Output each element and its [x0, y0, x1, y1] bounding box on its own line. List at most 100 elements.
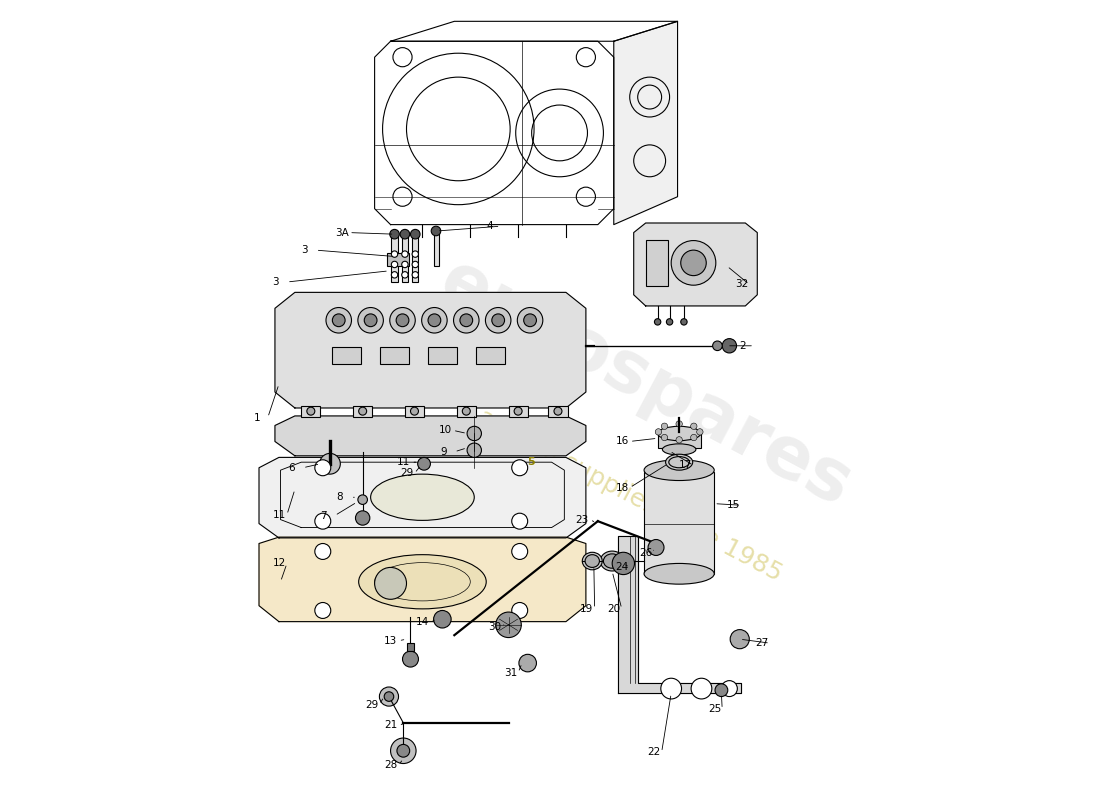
Circle shape [691, 434, 697, 441]
Circle shape [326, 307, 352, 333]
Text: 27: 27 [756, 638, 769, 648]
Circle shape [661, 678, 682, 699]
Circle shape [713, 341, 723, 350]
Polygon shape [634, 223, 757, 306]
Circle shape [358, 307, 384, 333]
Circle shape [390, 738, 416, 763]
Text: 7: 7 [320, 510, 327, 521]
Text: 3A: 3A [334, 227, 349, 238]
Circle shape [410, 230, 420, 239]
Circle shape [661, 423, 668, 430]
Circle shape [355, 511, 370, 525]
Text: 19: 19 [581, 604, 594, 614]
Bar [508, 406, 528, 417]
Bar [428, 346, 456, 364]
Text: 22: 22 [647, 747, 660, 758]
Text: 25: 25 [708, 704, 722, 714]
Bar [549, 406, 568, 417]
Text: 28: 28 [384, 760, 397, 770]
Ellipse shape [601, 551, 624, 571]
Text: 26: 26 [639, 548, 652, 558]
Circle shape [691, 423, 697, 430]
Text: 11: 11 [273, 510, 286, 520]
Text: 31: 31 [504, 668, 517, 678]
Text: 20: 20 [607, 604, 620, 614]
Circle shape [681, 318, 688, 325]
Text: 1: 1 [253, 413, 260, 422]
Circle shape [554, 407, 562, 415]
Circle shape [661, 434, 668, 441]
Circle shape [462, 407, 471, 415]
Circle shape [396, 314, 409, 326]
Circle shape [492, 314, 505, 326]
Text: 16: 16 [615, 437, 628, 446]
Text: 4: 4 [486, 222, 493, 231]
Bar [381, 346, 409, 364]
Bar [353, 406, 372, 417]
Text: 8: 8 [337, 492, 343, 502]
Circle shape [730, 630, 749, 649]
Circle shape [315, 460, 331, 476]
Bar [402, 236, 408, 282]
Circle shape [375, 567, 407, 599]
Text: 2: 2 [739, 341, 747, 350]
Ellipse shape [585, 554, 600, 567]
Bar [412, 236, 418, 282]
Circle shape [400, 230, 409, 239]
Circle shape [358, 495, 367, 505]
Circle shape [402, 272, 408, 278]
Ellipse shape [666, 454, 693, 470]
Circle shape [460, 314, 473, 326]
Ellipse shape [359, 554, 486, 609]
Ellipse shape [604, 554, 622, 568]
Polygon shape [618, 535, 741, 694]
Text: 30: 30 [487, 622, 500, 632]
Ellipse shape [662, 444, 696, 455]
Text: 6: 6 [288, 462, 295, 473]
Bar [301, 406, 320, 417]
Circle shape [514, 407, 522, 415]
Circle shape [428, 314, 441, 326]
Circle shape [421, 307, 448, 333]
Text: 21: 21 [384, 720, 397, 730]
Circle shape [519, 654, 537, 672]
Circle shape [392, 251, 398, 258]
Circle shape [468, 443, 482, 458]
Circle shape [412, 262, 418, 268]
Text: 12: 12 [273, 558, 286, 569]
Text: 3: 3 [273, 277, 279, 287]
Circle shape [671, 241, 716, 285]
Circle shape [468, 426, 482, 441]
Circle shape [359, 407, 366, 415]
Polygon shape [275, 292, 586, 408]
Circle shape [517, 307, 542, 333]
Circle shape [412, 272, 418, 278]
Circle shape [722, 681, 737, 697]
Circle shape [403, 651, 418, 667]
Text: eurospares: eurospares [428, 246, 864, 522]
Ellipse shape [582, 552, 602, 570]
Circle shape [496, 612, 521, 638]
Polygon shape [275, 416, 586, 456]
Bar [658, 434, 701, 448]
Bar [332, 346, 361, 364]
Text: 5: 5 [528, 457, 536, 467]
Circle shape [320, 454, 340, 474]
Ellipse shape [645, 563, 714, 584]
Circle shape [656, 429, 661, 435]
Circle shape [315, 543, 331, 559]
Circle shape [667, 318, 673, 325]
Circle shape [332, 314, 345, 326]
Circle shape [676, 437, 682, 443]
Text: 10: 10 [439, 426, 451, 435]
Text: 29: 29 [400, 468, 414, 478]
Bar [386, 254, 409, 266]
Circle shape [485, 307, 510, 333]
Bar [392, 236, 398, 282]
Text: 15: 15 [727, 500, 740, 510]
Text: 3: 3 [301, 245, 308, 255]
Text: 29: 29 [365, 699, 378, 710]
Text: 23: 23 [575, 514, 589, 525]
Circle shape [681, 250, 706, 276]
Bar [645, 472, 714, 574]
